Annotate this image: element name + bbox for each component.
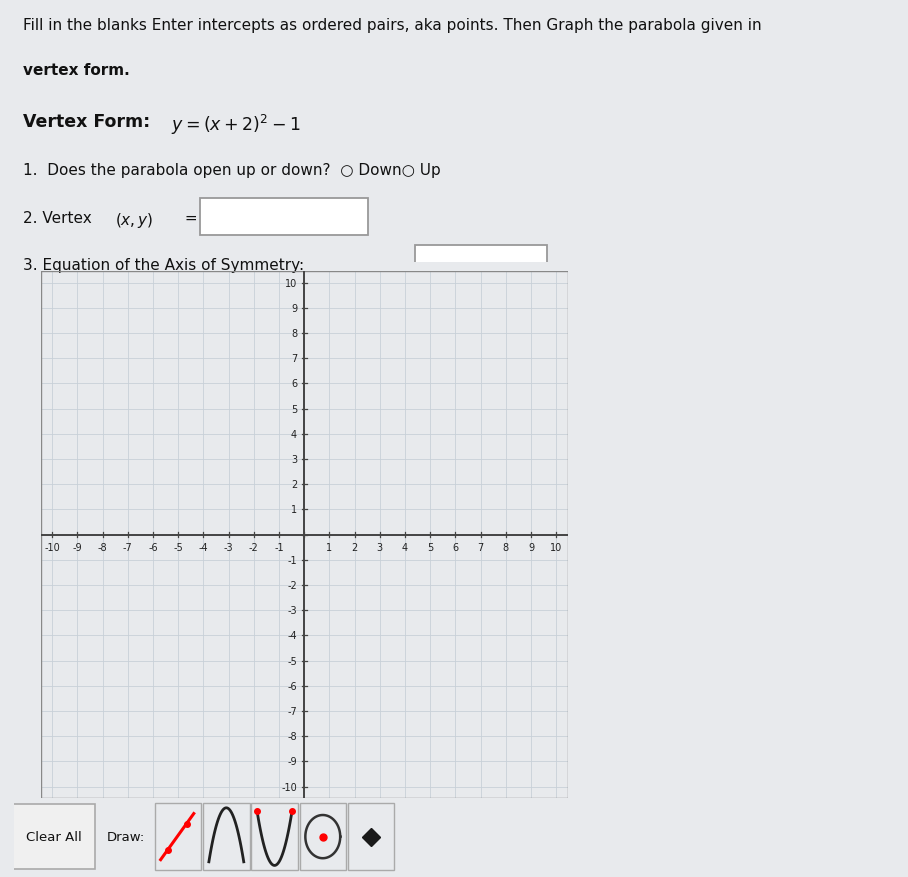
FancyBboxPatch shape	[415, 246, 547, 282]
Text: 9: 9	[291, 303, 297, 313]
Text: -4: -4	[199, 542, 208, 552]
Text: 8: 8	[291, 329, 297, 339]
Text: 3. Equation of the Axis of Symmetry:: 3. Equation of the Axis of Symmetry:	[23, 258, 304, 273]
Text: 7: 7	[478, 542, 484, 552]
Text: -3: -3	[288, 605, 297, 616]
Text: 2: 2	[291, 480, 297, 489]
Text: 9: 9	[528, 542, 534, 552]
Text: 4: 4	[402, 542, 408, 552]
Text: $(x, y)$: $(x, y)$	[115, 210, 153, 230]
Text: 8: 8	[503, 542, 508, 552]
Text: Vertex Form:: Vertex Form:	[23, 113, 162, 132]
Text: Draw:: Draw:	[106, 831, 145, 843]
Text: -6: -6	[148, 542, 158, 552]
Text: 2. Vertex: 2. Vertex	[23, 210, 96, 225]
FancyBboxPatch shape	[203, 803, 250, 870]
Text: -3: -3	[223, 542, 233, 552]
Text: -5: -5	[173, 542, 183, 552]
Text: 3: 3	[291, 454, 297, 465]
Text: 1.  Does the parabola open up or down?  ○ Down○ Up: 1. Does the parabola open up or down? ○ …	[23, 163, 440, 178]
FancyBboxPatch shape	[300, 803, 346, 870]
Text: 1: 1	[291, 505, 297, 515]
Text: -10: -10	[44, 542, 60, 552]
Text: 5: 5	[427, 542, 433, 552]
Text: -2: -2	[249, 542, 259, 552]
Text: -8: -8	[98, 542, 107, 552]
Text: 6: 6	[452, 542, 459, 552]
FancyBboxPatch shape	[13, 804, 95, 869]
Text: 2: 2	[351, 542, 358, 552]
Text: 10: 10	[550, 542, 562, 552]
Text: Fill in the blanks Enter intercepts as ordered pairs, aka points. Then Graph the: Fill in the blanks Enter intercepts as o…	[23, 18, 761, 33]
FancyBboxPatch shape	[252, 803, 298, 870]
FancyBboxPatch shape	[348, 803, 394, 870]
Text: -6: -6	[288, 681, 297, 691]
Text: 5: 5	[291, 404, 297, 414]
Text: 7: 7	[291, 353, 297, 364]
Text: 4: 4	[291, 429, 297, 439]
Text: =: =	[180, 210, 197, 225]
Text: -10: -10	[281, 781, 297, 792]
Text: 6: 6	[291, 379, 297, 389]
Text: -7: -7	[287, 706, 297, 717]
FancyBboxPatch shape	[200, 198, 368, 235]
FancyBboxPatch shape	[155, 803, 202, 870]
Text: Clear All: Clear All	[26, 831, 82, 843]
Text: -1: -1	[274, 542, 284, 552]
Text: -9: -9	[73, 542, 82, 552]
Text: -1: -1	[288, 555, 297, 565]
Text: 3: 3	[377, 542, 383, 552]
Text: -9: -9	[288, 757, 297, 766]
Text: $y = (x + 2)^{2} - 1$: $y = (x + 2)^{2} - 1$	[171, 113, 300, 137]
Text: 10: 10	[285, 278, 297, 289]
Text: -4: -4	[288, 631, 297, 641]
Text: -7: -7	[123, 542, 133, 552]
Text: 1: 1	[326, 542, 332, 552]
Text: -2: -2	[287, 581, 297, 590]
Text: vertex form.: vertex form.	[23, 63, 130, 78]
Text: -8: -8	[288, 731, 297, 741]
Text: -5: -5	[287, 656, 297, 666]
